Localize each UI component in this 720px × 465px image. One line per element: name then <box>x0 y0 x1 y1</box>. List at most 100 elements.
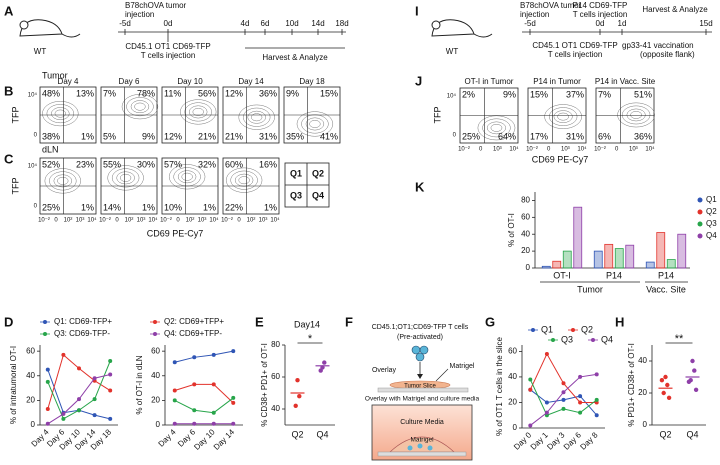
x-tick-label: 0 <box>615 147 619 153</box>
y-tick-label: 40 <box>26 371 35 380</box>
panel-label: Tumor <box>42 70 68 80</box>
timeline-note: CD45.1 OT1 CD69-TFP <box>532 41 617 50</box>
x-tick-label: 10² <box>125 218 134 224</box>
series-line <box>529 352 597 403</box>
x-tick-label: 10² <box>186 218 195 224</box>
flow-contour <box>51 107 70 121</box>
y-tick-label: 10⁴ <box>28 92 38 99</box>
y-tick-label: 20 <box>26 395 35 404</box>
quadrant-percent: 56% <box>198 88 216 98</box>
quadrant-key-label: Q4 <box>312 190 324 200</box>
flow-contour <box>192 107 204 116</box>
panel-letter: H <box>615 314 624 329</box>
x-tick-label: Q2 <box>291 429 303 439</box>
flow-contour <box>247 110 266 124</box>
data-point <box>45 421 50 426</box>
plot-title: Day 10 <box>177 77 203 86</box>
quadrant-percent: 6% <box>598 131 611 141</box>
data-point <box>211 382 216 387</box>
y-tick-label: 20 <box>508 398 517 407</box>
x-tick-label: 10³ <box>493 147 502 153</box>
data-point <box>231 349 236 354</box>
y-tick-label: 20 <box>638 388 647 397</box>
data-point <box>578 400 583 405</box>
timeline-note: T cells injection <box>141 51 196 60</box>
x-group-label: Vacc. Site <box>646 284 686 294</box>
mouse-icon <box>431 19 493 38</box>
data-point <box>172 398 177 403</box>
plot-title: Day 18 <box>299 77 325 86</box>
quadrant-percent: 7% <box>598 89 611 99</box>
data-point <box>77 366 81 371</box>
data-point <box>561 390 566 395</box>
diagram-label: CD45.1;OT1;CD69-TFP T cells <box>372 324 469 331</box>
plot-title: P14 in Vacc. Site <box>595 77 656 86</box>
data-point <box>594 413 599 418</box>
data-point <box>211 410 216 415</box>
flow-contour <box>180 99 217 125</box>
y-tick-label: 20 <box>151 395 160 404</box>
quadrant-percent: 35% <box>286 131 304 141</box>
timeline-note: (opposite flank) <box>640 50 695 59</box>
data-point <box>322 360 327 365</box>
quadrant-percent: 60% <box>225 159 243 169</box>
quadrant-percent: 51% <box>634 89 652 99</box>
flow-contour <box>44 168 81 194</box>
quadrant-percent: 10% <box>164 202 182 212</box>
data-point <box>172 421 177 426</box>
y-tick-label: 80 <box>271 340 280 349</box>
y-tick-label: 10⁴ <box>447 93 457 100</box>
quadrant-percent: 38% <box>42 131 60 141</box>
data-point <box>45 379 50 384</box>
quadrant-percent: 25% <box>42 202 60 212</box>
quadrant-percent: 9% <box>142 131 155 141</box>
data-point <box>211 352 216 357</box>
plot-title: Day 6 <box>119 77 140 86</box>
x-tick-label: 10⁴ <box>270 217 280 224</box>
data-point <box>192 408 197 413</box>
y-tick-label: 20 <box>521 246 530 255</box>
panel-letter: E <box>255 314 264 329</box>
data-point <box>663 374 668 380</box>
data-point <box>578 394 583 399</box>
data-point <box>544 410 549 415</box>
y-tick-label: 60 <box>26 346 35 355</box>
quadrant-percent: 25% <box>462 131 480 141</box>
flow-contour <box>234 173 254 187</box>
timeline-day: 15d <box>699 19 712 28</box>
y-tick-label: 10⁴ <box>28 163 38 170</box>
x-tick-label: Day 1 <box>529 430 551 452</box>
flow-contour <box>230 170 258 190</box>
quadrant-percent: 1% <box>203 202 216 212</box>
flow-contour <box>54 109 66 118</box>
legend-label: Q3: CD69-TFP- <box>54 329 110 338</box>
quadrant-percent: 31% <box>566 131 584 141</box>
quadrant-percent: 12% <box>164 131 182 141</box>
quadrant-percent: 21% <box>198 131 216 141</box>
flow-contour <box>238 104 275 130</box>
flow-contour <box>630 111 642 119</box>
data-point <box>318 368 323 373</box>
diagram-label: Matrigel <box>410 437 434 444</box>
timeline-day: 0d <box>164 19 173 28</box>
x-tick-label: 10² <box>64 218 73 224</box>
flow-contour <box>184 102 212 122</box>
timeline-note: P14 CD69-TFP <box>573 1 628 10</box>
legend-marker <box>43 320 47 324</box>
data-point <box>92 376 97 381</box>
quadrant-percent: 52% <box>42 159 60 169</box>
timeline-day: 6d <box>261 19 270 28</box>
data-point <box>172 360 177 365</box>
data-point <box>665 382 670 388</box>
y-tick-label: 0 <box>643 420 648 429</box>
quadrant-percent: 22% <box>225 202 243 212</box>
data-point <box>561 397 566 402</box>
panel-letter: A <box>4 3 14 18</box>
legend-label: Q1 <box>541 324 553 334</box>
flow-contour <box>168 164 206 190</box>
flow-contour <box>57 176 69 185</box>
quadrant-percent: 12% <box>225 88 243 98</box>
legend-label: Q4: CD69+TFP- <box>164 329 222 338</box>
x-tick-label: 10⁻² <box>160 218 172 224</box>
